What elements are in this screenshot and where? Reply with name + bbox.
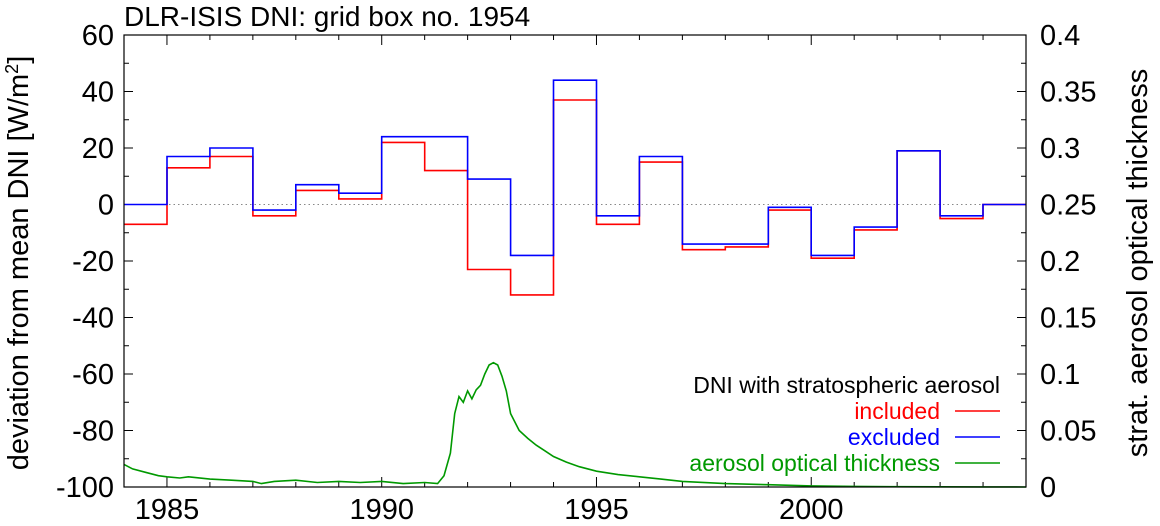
y-tick-label: 20 [82, 133, 114, 165]
y-axis-title-close: ] [3, 56, 35, 64]
x-tick-label: 1990 [349, 494, 414, 526]
y2-tick-label: 0.3 [1040, 133, 1080, 165]
x-tick-label: 1985 [135, 494, 200, 526]
series-excluded-line [124, 79, 1026, 257]
legend: DNI with stratospheric aerosol included … [689, 372, 1000, 476]
y-tick-label: -20 [72, 246, 114, 278]
y-axis-title-sup: 2 [2, 64, 22, 74]
legend-title: DNI with stratospheric aerosol [693, 372, 1000, 398]
y-tick-label: -40 [72, 303, 114, 335]
y2-tick-label: 0.4 [1040, 20, 1080, 52]
y2-tick-label: 0.25 [1040, 190, 1096, 222]
y2-tick-label: 0.35 [1040, 77, 1096, 109]
legend-label-aerosol: aerosol optical thickness [689, 450, 940, 476]
y2-tick-label: 0.1 [1040, 359, 1080, 391]
x-tick-label: 1995 [564, 494, 629, 526]
y-axis-title: deviation from mean DNI [W/m2] [2, 56, 35, 471]
y2-tick-label: 0.2 [1040, 246, 1080, 278]
y2-axis-title: strat. aerosol optical thickness [1122, 69, 1154, 457]
y-tick-label: 0 [98, 190, 114, 222]
y2-tick-label: 0.05 [1040, 416, 1096, 448]
plot-layer: -100 -80 -60 -40 -20 0 20 40 60 0 0.05 0.1 0.15 0.2 0.… [56, 20, 1097, 526]
plot-frame [123, 34, 1027, 488]
y-tick-label: 40 [82, 77, 114, 109]
y-axis-title-main: deviation from mean DNI [W/m [3, 74, 35, 470]
x-tick-label: 2000 [779, 494, 844, 526]
y2-tick-label: 0 [1040, 472, 1056, 504]
series-included-line [124, 99, 1026, 296]
y-tick-label: 60 [82, 20, 114, 52]
chart-title: DLR-ISIS DNI: grid box no. 1954 [124, 1, 530, 32]
legend-label-included: included [854, 398, 940, 424]
legend-label-excluded: excluded [848, 424, 940, 450]
y-tick-label: -80 [72, 416, 114, 448]
y2-tick-label: 0.15 [1040, 303, 1096, 335]
y-tick-label: -100 [56, 472, 114, 504]
series-aerosol-line [123, 361, 1027, 488]
y-tick-label: -60 [72, 359, 114, 391]
